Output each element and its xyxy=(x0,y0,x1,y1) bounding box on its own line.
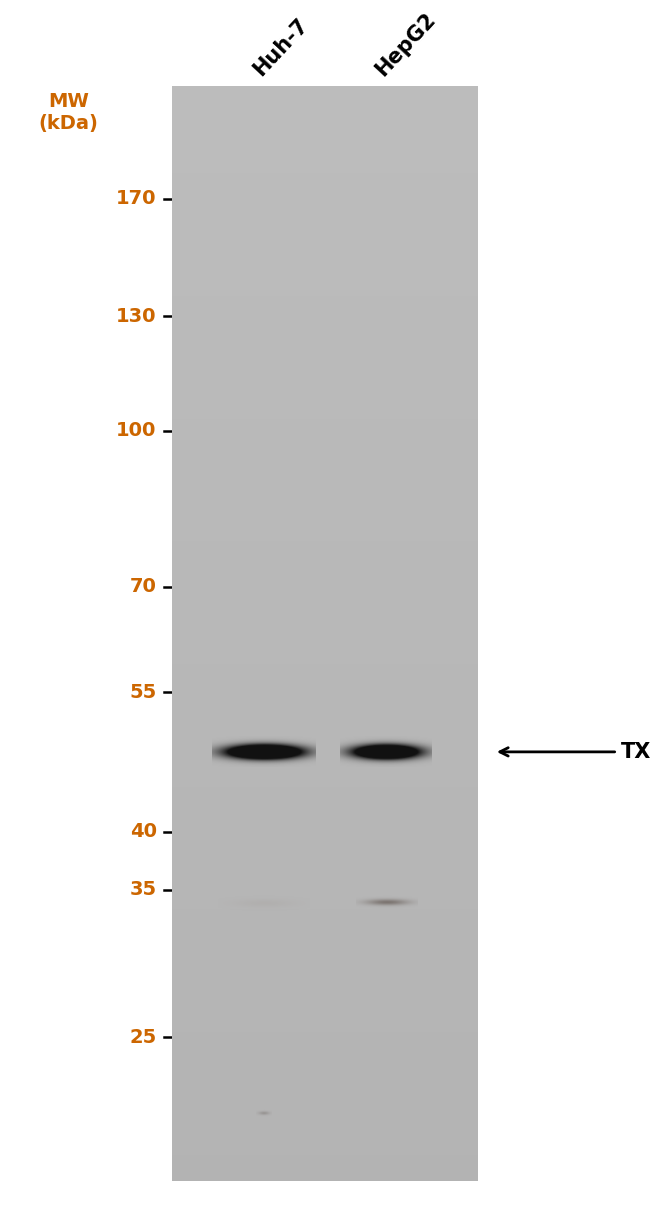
Text: 40: 40 xyxy=(129,822,157,841)
Text: 35: 35 xyxy=(129,881,157,899)
Text: HepG2: HepG2 xyxy=(371,9,439,80)
Text: 130: 130 xyxy=(116,306,157,326)
Text: MW
(kDa): MW (kDa) xyxy=(38,92,98,133)
Text: 25: 25 xyxy=(129,1027,157,1047)
Text: 170: 170 xyxy=(116,189,157,208)
Text: 70: 70 xyxy=(130,577,157,597)
Text: 100: 100 xyxy=(116,422,157,440)
Text: 55: 55 xyxy=(129,683,157,702)
Text: TXNDC5: TXNDC5 xyxy=(621,742,650,761)
Text: Huh-7: Huh-7 xyxy=(249,15,312,80)
